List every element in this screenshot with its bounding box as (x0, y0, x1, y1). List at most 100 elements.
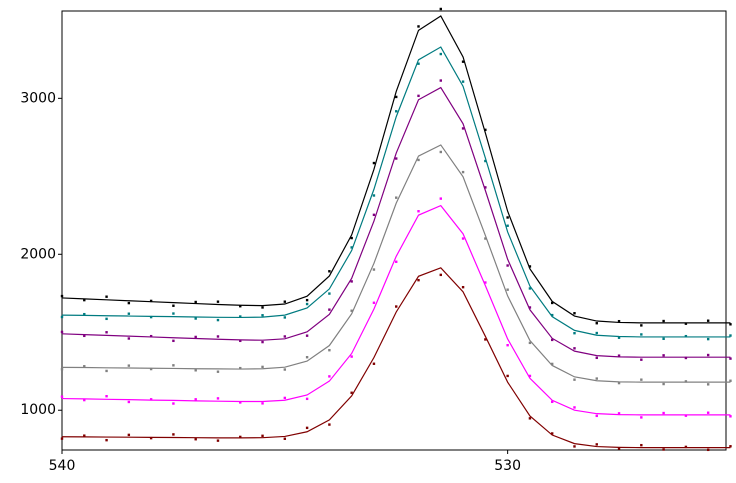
data-point (372, 268, 376, 271)
fit-line (61, 15, 731, 324)
data-point (60, 368, 64, 371)
data-point (395, 305, 398, 308)
data-point (60, 315, 64, 319)
data-point (506, 374, 509, 378)
data-point (484, 338, 487, 341)
data-point (617, 354, 621, 357)
data-point (261, 306, 264, 309)
data-point (105, 438, 108, 442)
data-point (595, 414, 598, 418)
data-point (305, 298, 309, 302)
data-point (83, 298, 86, 302)
data-point (640, 378, 643, 381)
data-point (395, 95, 398, 99)
data-point (395, 196, 398, 199)
data-point (484, 186, 487, 189)
data-point (528, 417, 532, 420)
data-point (439, 150, 442, 154)
data-point (172, 433, 175, 436)
data-point (417, 210, 420, 213)
data-point (149, 299, 153, 303)
data-point (172, 304, 175, 307)
data-point (83, 434, 86, 437)
data-point (105, 317, 108, 321)
data-point (149, 367, 153, 371)
data-point (105, 295, 108, 298)
data-point (127, 364, 131, 367)
data-point (417, 94, 420, 98)
y-tick-label: 2000 (20, 246, 56, 262)
data-point (506, 264, 509, 267)
data-point (350, 391, 353, 394)
x-tick-label: 540 (49, 458, 76, 474)
data-point (60, 294, 64, 298)
data-point (149, 334, 153, 338)
data-point (216, 300, 220, 303)
data-point (706, 411, 710, 414)
data-point (551, 432, 554, 435)
data-point (528, 306, 532, 309)
data-point (528, 265, 532, 268)
data-point (283, 396, 287, 400)
data-point (305, 426, 309, 430)
data-point (60, 330, 64, 334)
data-point (729, 357, 732, 360)
data-point (595, 377, 598, 380)
data-point (573, 312, 576, 315)
data-point (528, 374, 532, 378)
data-point (662, 411, 665, 415)
data-point (684, 414, 688, 417)
data-point (506, 224, 509, 227)
data-point (149, 398, 153, 401)
data-point (127, 337, 131, 340)
data-point (261, 314, 264, 317)
data-point (305, 302, 309, 306)
data-point (328, 375, 331, 378)
data-point (83, 312, 86, 316)
data-point (305, 356, 309, 359)
data-point (640, 443, 643, 447)
data-point (328, 348, 331, 352)
data-point (706, 337, 710, 341)
data-point (372, 301, 376, 304)
data-point (350, 246, 353, 249)
data-point (194, 438, 197, 441)
data-point (662, 337, 665, 341)
data-point (194, 398, 197, 401)
data-point (350, 309, 353, 312)
data-point (239, 366, 242, 370)
data-point (439, 79, 442, 82)
data-point (239, 435, 242, 439)
data-point (506, 288, 509, 291)
data-point (83, 334, 86, 338)
data-point (573, 347, 576, 350)
data-point (551, 301, 554, 305)
data-point (617, 319, 621, 323)
data-point (662, 319, 665, 323)
data-point (662, 448, 665, 451)
data-point (283, 300, 287, 303)
data-point (60, 395, 64, 398)
x-tick-label: 530 (494, 458, 521, 474)
data-point (729, 334, 732, 337)
data-point (706, 448, 710, 452)
data-point (506, 344, 509, 347)
data-point (706, 319, 710, 322)
data-point (729, 415, 732, 418)
data-point (328, 423, 331, 426)
data-point (439, 197, 442, 200)
data-point (105, 369, 108, 373)
data-point (194, 335, 197, 339)
data-point (617, 412, 621, 415)
data-point (684, 445, 688, 449)
data-point (573, 445, 576, 448)
data-point (239, 401, 242, 404)
data-point (729, 323, 732, 326)
data-point (484, 159, 487, 163)
data-point (729, 379, 732, 382)
data-point (216, 370, 220, 373)
y-tick-label: 3000 (20, 90, 56, 106)
data-point (216, 318, 220, 322)
data-point (283, 316, 287, 319)
data-point (595, 356, 598, 360)
